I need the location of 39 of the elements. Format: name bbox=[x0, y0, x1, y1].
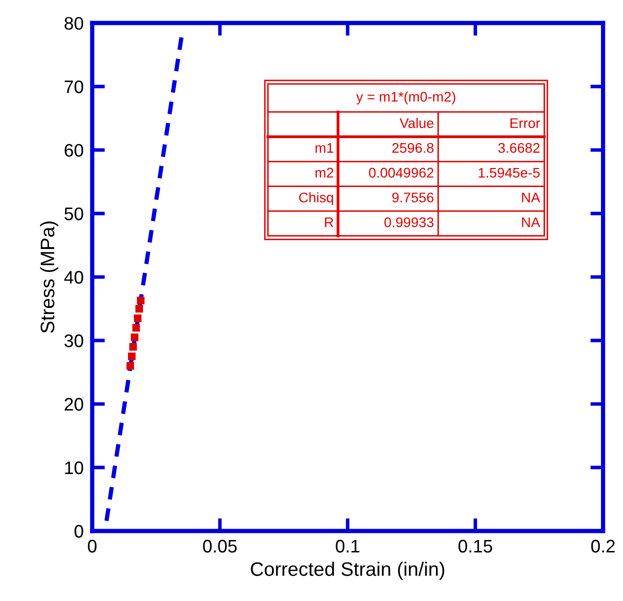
y-tick-label: 30 bbox=[64, 334, 84, 348]
x-tick-label: 0.15 bbox=[458, 540, 492, 553]
point bbox=[130, 334, 138, 342]
annotation: 2596.8 bbox=[392, 143, 434, 153]
x-axis-title: Corrected Strain (in/in) bbox=[250, 562, 444, 580]
annotation: m1 bbox=[316, 143, 334, 153]
annotation: 1.5945e-5 bbox=[478, 168, 540, 178]
point bbox=[132, 324, 140, 332]
x-tick-label: 0 bbox=[88, 540, 97, 553]
y-tick-label: 0 bbox=[74, 524, 84, 538]
y-tick-label: 20 bbox=[64, 398, 84, 411]
annotation: Value bbox=[400, 118, 434, 128]
annotation: NA bbox=[522, 192, 540, 202]
annotation: NA bbox=[522, 218, 540, 228]
y-tick-label: 80 bbox=[64, 16, 84, 30]
point bbox=[126, 362, 134, 370]
annotation: 9.7556 bbox=[392, 192, 434, 202]
x-tick-label: 0.05 bbox=[203, 540, 237, 553]
annotation: R bbox=[325, 218, 334, 228]
point bbox=[128, 352, 136, 360]
y-tick-label: 70 bbox=[64, 80, 84, 94]
annotation: m2 bbox=[316, 168, 334, 178]
point bbox=[136, 296, 145, 304]
y-tick-label: 10 bbox=[65, 461, 84, 474]
point bbox=[134, 314, 142, 322]
x-tick-label: 0.2 bbox=[591, 540, 615, 553]
y-axis-title: Stress (MPa) bbox=[40, 221, 58, 333]
annotation: 3.6682 bbox=[498, 143, 540, 153]
point bbox=[129, 343, 137, 351]
annotation: 0.0049962 bbox=[368, 168, 434, 178]
annotation: 0.99933 bbox=[384, 217, 434, 228]
annotation: Chisq bbox=[299, 192, 334, 206]
annotation: Error bbox=[510, 118, 540, 128]
x-tick-label: 0.1 bbox=[336, 540, 360, 553]
y-tick-label: 60 bbox=[64, 144, 84, 157]
y-tick-label: 40 bbox=[64, 270, 84, 284]
point bbox=[135, 304, 144, 313]
annotation: y = m1*(m0-m2) bbox=[356, 91, 456, 104]
y-tick-label: 50 bbox=[64, 207, 84, 220]
